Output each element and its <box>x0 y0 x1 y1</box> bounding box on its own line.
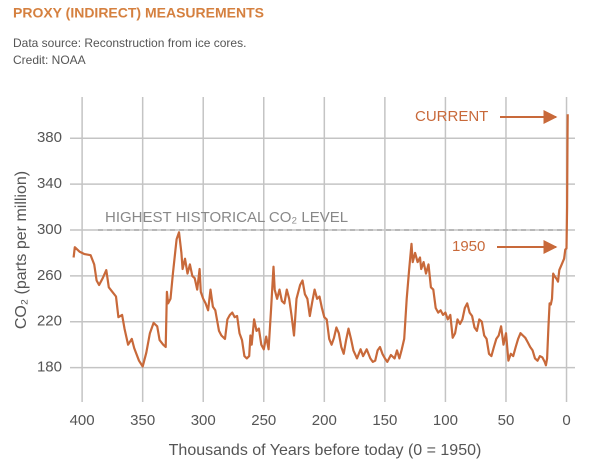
x-tick-label: 400 <box>70 412 95 429</box>
x-tick-label: 50 <box>498 412 515 429</box>
y-tick-label: 260 <box>37 267 62 284</box>
y-tick-label: 300 <box>37 221 62 238</box>
x-tick-label: 200 <box>312 412 337 429</box>
x-tick-label: 250 <box>251 412 276 429</box>
y-tick-label: 220 <box>37 313 62 330</box>
annotation: 1950 <box>452 238 485 255</box>
y-axis-label: CO₂ (parts per million) <box>13 171 30 329</box>
subtitle: Data source: Reconstruction from ice cor… <box>13 36 246 50</box>
data-line <box>72 114 569 368</box>
x-tick-label: 100 <box>433 412 458 429</box>
x-axis-label: Thousands of Years before today (0 = 195… <box>169 442 482 459</box>
chart-title: PROXY (INDIRECT) MEASUREMENTS <box>13 5 264 21</box>
x-tick-label: 150 <box>372 412 397 429</box>
x-tick-label: 350 <box>130 412 155 429</box>
reference-label: HIGHEST HISTORICAL CO₂ LEVEL <box>105 209 348 226</box>
y-tick-label: 340 <box>37 175 62 192</box>
subtitle: Credit: NOAA <box>13 53 86 67</box>
y-tick-label: 380 <box>37 129 62 146</box>
annotation: CURRENT <box>415 108 488 125</box>
x-tick-label: 0 <box>562 412 570 429</box>
y-tick-label: 180 <box>37 359 62 376</box>
x-tick-label: 300 <box>191 412 216 429</box>
